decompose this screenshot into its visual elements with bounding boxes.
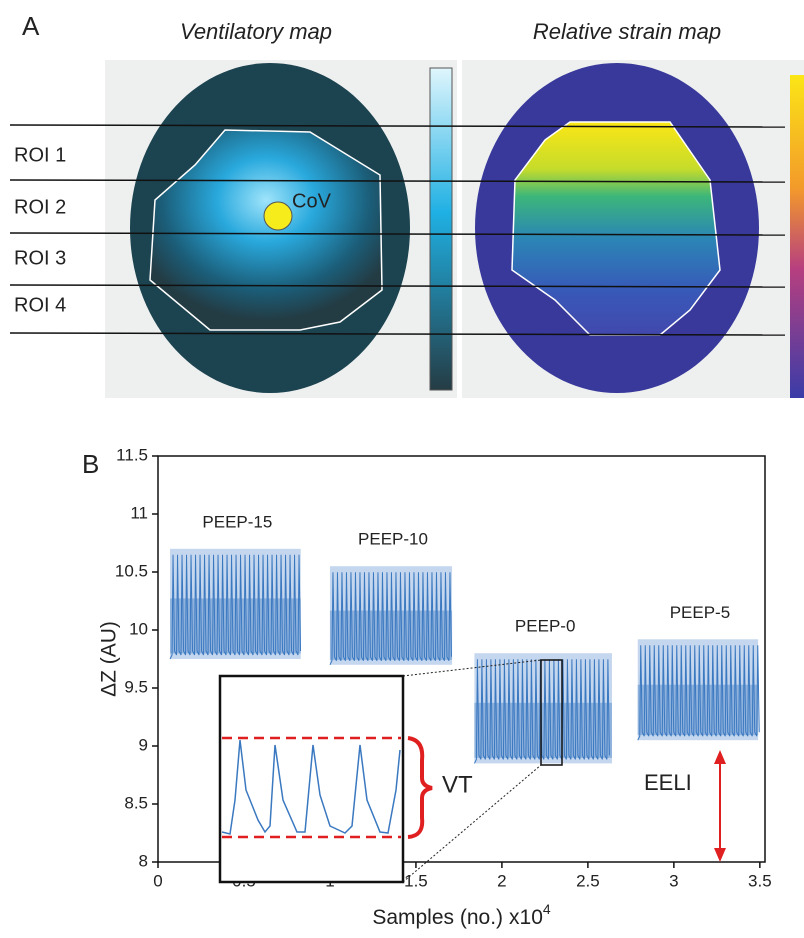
y-tick-label: 8.5 [124, 793, 148, 812]
y-tick-label: 10.5 [115, 561, 148, 580]
x-tick-label: 1.5 [404, 871, 428, 890]
colorbar [790, 75, 804, 398]
colorbar [430, 68, 452, 390]
y-axis-label: ΔZ (AU) [98, 621, 121, 697]
y-tick-label: 11 [130, 503, 148, 522]
panel-label: A [22, 11, 40, 41]
y-tick-label: 11.5 [116, 445, 148, 464]
map-title: Ventilatory map [180, 19, 332, 44]
roi-label: ROI 4 [14, 294, 66, 316]
vt-label: VT [442, 771, 473, 798]
x-axis-label: Samples (no.) x104 [372, 901, 551, 929]
roi-label: ROI 3 [14, 247, 66, 269]
roi-label: ROI 2 [14, 196, 66, 218]
block-label: PEEP-5 [670, 603, 730, 622]
x-tick-label: 3.5 [748, 871, 772, 890]
eeli-label: EELI [644, 770, 692, 795]
roi-label: ROI 1 [14, 144, 66, 166]
block-label: PEEP-0 [515, 617, 575, 636]
y-tick-label: 9 [139, 735, 148, 754]
x-tick-label: 2 [497, 871, 506, 890]
y-tick-label: 10 [129, 619, 148, 638]
x-axis-label-part: x10 [509, 906, 543, 929]
block-label: PEEP-10 [358, 530, 428, 549]
block-label: PEEP-15 [202, 512, 272, 531]
map-title: Relative strain map [533, 19, 721, 44]
x-axis-label-part: 4 [543, 901, 551, 917]
figure: A Ventilatory map Relative strain map RO… [0, 0, 804, 933]
x-tick-label: 2.5 [576, 871, 600, 890]
cov-marker [264, 202, 292, 230]
x-axis-label-part: Samples (no.) [372, 906, 503, 929]
x-tick-label: 3 [669, 871, 678, 890]
y-tick-label: 9.5 [124, 677, 148, 696]
y-tick-label: 8 [139, 851, 148, 870]
panel-label: B [82, 449, 99, 479]
x-tick-label: 0 [153, 871, 162, 890]
cov-label: CoV [292, 190, 332, 212]
